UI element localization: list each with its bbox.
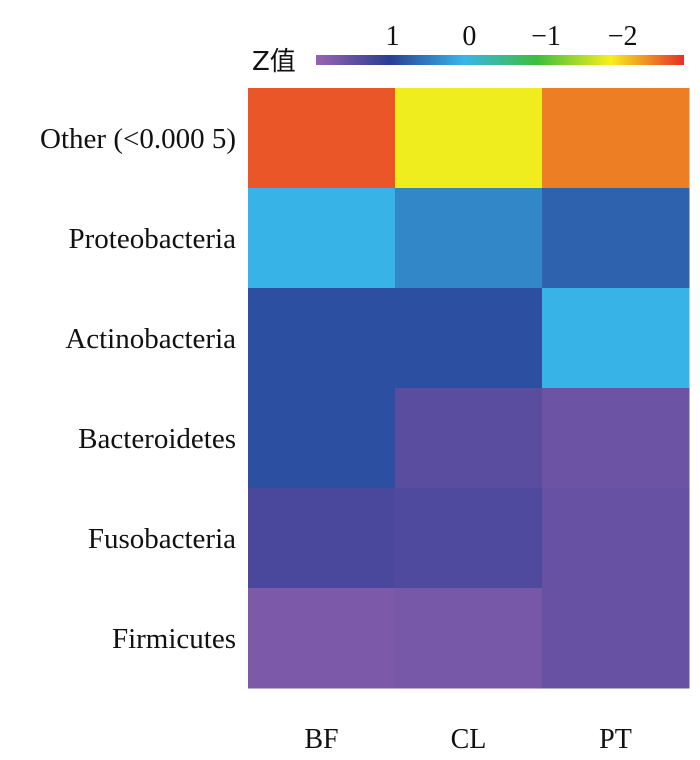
heatmap-cell [248, 588, 396, 689]
column-label: CL [451, 724, 487, 755]
colorbar-title: Z值 [252, 47, 296, 77]
heatmap-cell [395, 588, 543, 689]
colorbar-gradient [316, 55, 684, 65]
heatmap-cell [395, 88, 543, 189]
heatmap-cell [248, 188, 396, 289]
column-labels: BF CL PT [304, 724, 631, 755]
colorbar: Z值 1 0 −1 −2 [252, 21, 684, 77]
colorbar-tick-label: −2 [608, 21, 638, 52]
column-label: PT [599, 724, 632, 755]
heatmap-cell [248, 388, 396, 489]
row-label: Bacteroidetes [78, 423, 236, 455]
heatmap-cell [395, 188, 543, 289]
row-label: Proteobacteria [69, 223, 237, 255]
heatmap-cell [248, 288, 396, 389]
heatmap-cells [248, 88, 690, 689]
heatmap-cell [542, 488, 690, 589]
row-label: Fusobacteria [88, 523, 236, 555]
heatmap-cell [542, 588, 690, 689]
colorbar-tick-label: 1 [386, 21, 400, 52]
row-label: Actinobacteria [65, 323, 236, 355]
row-labels: Other (<0.000 5) Proteobacteria Actinobact… [40, 123, 236, 655]
row-label: Other (<0.000 5) [40, 123, 236, 155]
heatmap-cell [542, 288, 690, 389]
colorbar-tick-label: 0 [462, 21, 476, 52]
heatmap-cell [395, 488, 543, 589]
heatmap-cell [395, 288, 543, 389]
heatmap-cell [395, 388, 543, 489]
heatmap-cell [248, 88, 396, 189]
colorbar-tick-label: −1 [531, 21, 561, 52]
heatmap-cell [248, 488, 396, 589]
heatmap-cell [542, 88, 690, 189]
heatmap-cell [542, 388, 690, 489]
row-label: Firmicutes [112, 623, 236, 655]
heatmap-cell [542, 188, 690, 289]
column-label: BF [304, 724, 338, 755]
